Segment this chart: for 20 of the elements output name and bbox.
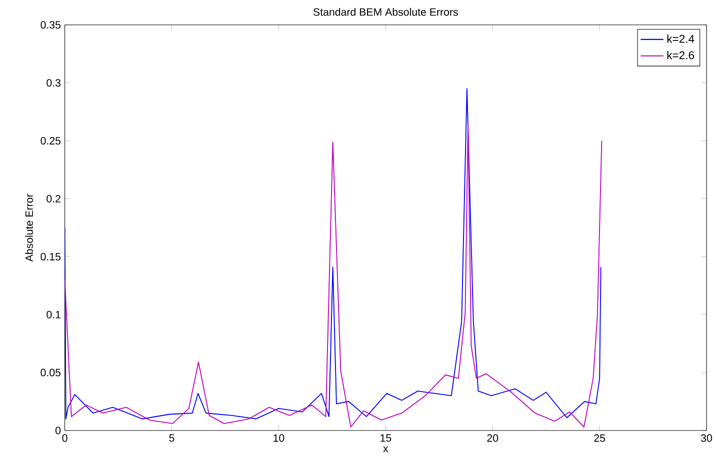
y-tick-label: 0.15 [40, 252, 61, 260]
y-tick-label: 0.35 [40, 20, 61, 28]
y-tick-label: 0 [55, 426, 61, 434]
chart-title: Standard BEM Absolute Errors [313, 8, 458, 16]
x-tick-label: 0 [62, 434, 68, 442]
x-tick-label: 20 [487, 434, 498, 442]
y-tick-label: 0.25 [40, 136, 61, 144]
y-axis-title: Absolute Error [25, 194, 33, 262]
x-tick-label: 5 [169, 434, 174, 442]
x-tick-label: 30 [701, 434, 712, 442]
x-tick-label: 10 [274, 434, 284, 442]
legend-label: k=2.4 [667, 34, 694, 43]
y-tick-label: 0.05 [40, 368, 61, 376]
y-tick-label: 0.2 [46, 194, 60, 202]
y-tick-label: 0.3 [46, 78, 61, 86]
x-tick-label: 25 [594, 434, 606, 442]
x-axis-title: x [383, 446, 388, 452]
legend-label: k=2.6 [667, 50, 694, 60]
x-tick-label: 15 [380, 434, 392, 442]
y-tick-label: 0.1 [46, 310, 60, 318]
